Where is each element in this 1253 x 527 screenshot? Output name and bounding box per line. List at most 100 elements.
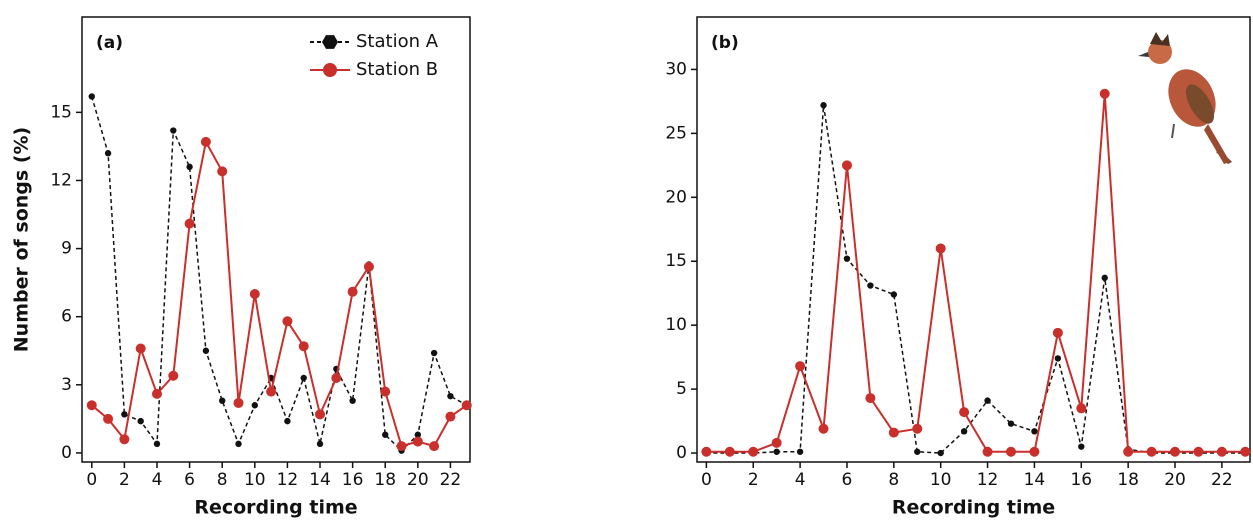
x-tick-label: 16 <box>1070 470 1092 490</box>
marker <box>151 388 162 399</box>
marker <box>315 409 326 420</box>
marker <box>890 291 898 298</box>
marker <box>119 434 130 445</box>
marker <box>1123 446 1134 457</box>
marker <box>233 397 244 408</box>
marker <box>412 436 423 447</box>
marker <box>103 413 114 424</box>
x-tick-label: 8 <box>888 470 899 490</box>
marker <box>121 411 128 418</box>
marker <box>1076 403 1087 414</box>
y-tick-label: 20 <box>665 187 687 207</box>
x-axis-title: Recording time <box>194 497 357 519</box>
marker <box>170 127 177 134</box>
marker <box>1031 428 1038 435</box>
marker <box>796 448 804 455</box>
bird-illustration <box>1138 32 1232 164</box>
marker <box>843 255 851 262</box>
marker <box>135 343 146 354</box>
series-line <box>706 105 1246 454</box>
x-tick-label: 18 <box>374 470 396 490</box>
marker <box>266 386 277 397</box>
marker <box>1216 446 1227 457</box>
marker <box>202 347 210 354</box>
x-tick-label: 12 <box>277 470 299 490</box>
marker <box>396 441 407 452</box>
marker <box>959 407 970 418</box>
marker <box>1005 446 1016 457</box>
marker <box>153 440 161 448</box>
series-line <box>91 96 468 452</box>
marker <box>937 449 944 457</box>
y-tick-label: 15 <box>665 251 687 271</box>
marker <box>795 361 806 372</box>
y-tick-label: 25 <box>665 123 687 143</box>
marker <box>331 372 342 383</box>
x-tick-label: 6 <box>184 470 195 490</box>
x-tick-label: 6 <box>842 470 853 490</box>
marker <box>1054 355 1062 362</box>
marker <box>888 427 899 438</box>
y-tick-label: 12 <box>50 170 72 190</box>
x-tick-label: 20 <box>1164 470 1186 490</box>
x-tick-label: 20 <box>407 470 429 490</box>
marker <box>771 437 782 448</box>
marker <box>701 446 712 457</box>
y-tick-label: 3 <box>61 375 72 395</box>
x-tick-label: 2 <box>748 470 759 490</box>
x-tick-label: 22 <box>1211 470 1233 490</box>
x-tick-label: 10 <box>244 470 266 490</box>
marker <box>430 349 438 357</box>
marker <box>219 397 226 404</box>
marker <box>841 160 852 171</box>
marker <box>867 282 874 289</box>
marker <box>137 417 144 425</box>
x-tick-label: 0 <box>86 470 97 490</box>
marker <box>382 431 389 438</box>
marker <box>200 136 211 147</box>
marker <box>1101 274 1108 282</box>
marker <box>447 392 454 400</box>
legend-label: Station A <box>356 31 439 52</box>
legend: Station A Station B <box>310 31 439 80</box>
marker <box>1099 88 1110 99</box>
plot-frame <box>81 16 471 463</box>
marker <box>184 218 195 229</box>
x-tick-label: 2 <box>119 470 130 490</box>
marker <box>982 446 993 457</box>
x-tick-label: 22 <box>440 470 462 490</box>
y-tick-label: 5 <box>676 379 687 399</box>
panel-label: (a) <box>96 33 123 53</box>
marker <box>168 370 179 381</box>
marker <box>414 431 422 438</box>
x-tick-label: 8 <box>217 470 228 490</box>
x-tick-label: 10 <box>930 470 952 490</box>
marker <box>235 440 242 448</box>
marker <box>1170 446 1181 457</box>
plot-frame <box>696 16 1251 463</box>
marker <box>1193 446 1204 457</box>
marker <box>88 93 95 100</box>
panel-label: (b) <box>711 33 739 53</box>
x-tick-label: 4 <box>795 470 806 490</box>
marker <box>298 341 309 352</box>
marker <box>86 400 97 411</box>
x-tick-label: 4 <box>152 470 163 490</box>
marker <box>1007 420 1015 427</box>
marker <box>429 441 440 452</box>
marker <box>284 417 291 425</box>
series-line <box>706 93 1246 453</box>
marker <box>935 243 946 254</box>
marker <box>1146 446 1157 457</box>
x-tick-label: 12 <box>977 470 999 490</box>
marker <box>984 397 991 404</box>
marker <box>1078 443 1085 450</box>
marker <box>316 440 324 448</box>
marker <box>1052 327 1063 338</box>
marker <box>104 150 112 157</box>
marker <box>912 423 923 434</box>
x-tick-label: 14 <box>1024 470 1046 490</box>
marker <box>865 393 876 404</box>
x-tick-label: 16 <box>342 470 364 490</box>
